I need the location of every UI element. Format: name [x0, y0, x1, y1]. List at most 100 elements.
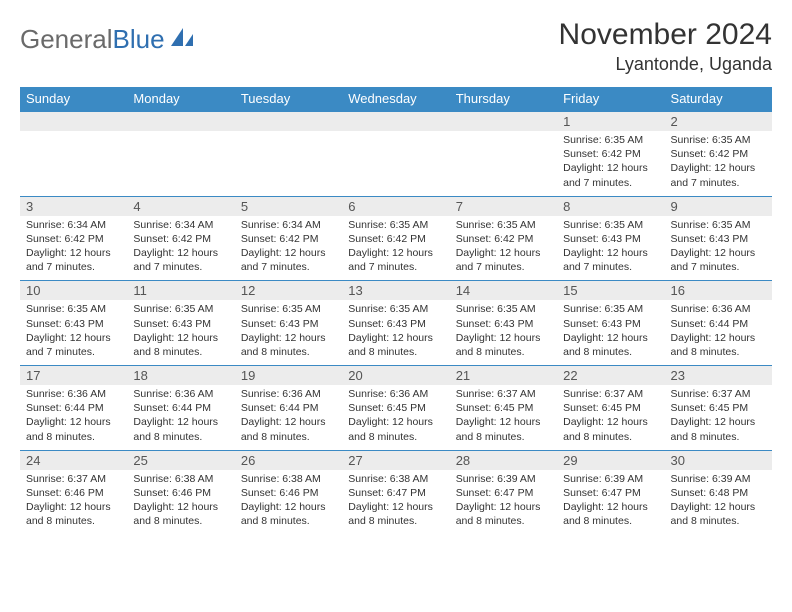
- day-number: 13: [342, 281, 449, 300]
- sunset-text: Sunset: 6:44 PM: [241, 401, 336, 415]
- day-info-empty: [235, 131, 342, 183]
- sunrise-text: Sunrise: 6:38 AM: [241, 472, 336, 486]
- day-cell: [342, 111, 449, 196]
- daylight-text: Daylight: 12 hours and 8 minutes.: [241, 415, 336, 443]
- sunset-text: Sunset: 6:44 PM: [26, 401, 121, 415]
- day-number: 10: [20, 281, 127, 300]
- daylight-text: Daylight: 12 hours and 7 minutes.: [671, 161, 766, 189]
- day-cell: 3Sunrise: 6:34 AMSunset: 6:42 PMDaylight…: [20, 196, 127, 281]
- week-row: 17Sunrise: 6:36 AMSunset: 6:44 PMDayligh…: [20, 366, 772, 451]
- daylight-text: Daylight: 12 hours and 8 minutes.: [348, 415, 443, 443]
- daylight-text: Daylight: 12 hours and 8 minutes.: [671, 331, 766, 359]
- day-cell: 12 Sunrise: 6:35 AMSunset: 6:43 PMDayligh…: [235, 281, 342, 366]
- sunrise-text: Sunrise: 6:36 AM: [348, 387, 443, 401]
- day-info: Sunrise: 6:37 AMSunset: 6:45 PMDaylight:…: [665, 385, 772, 450]
- col-tuesday: Tuesday: [235, 87, 342, 111]
- day-info: Sunrise: 6:35 AMSunset: 6:43 PMDaylight:…: [20, 300, 127, 365]
- day-number: 12: [235, 281, 342, 300]
- day-number: 23: [665, 366, 772, 385]
- day-info: Sunrise: 6:38 AMSunset: 6:47 PMDaylight:…: [342, 470, 449, 535]
- col-monday: Monday: [127, 87, 234, 111]
- day-cell: 1Sunrise: 6:35 AMSunset: 6:42 PMDaylight…: [557, 111, 664, 196]
- month-title: November 2024: [559, 18, 772, 52]
- day-cell: 7Sunrise: 6:35 AMSunset: 6:42 PMDaylight…: [450, 196, 557, 281]
- day-info: Sunrise: 6:35 AMSunset: 6:43 PMDaylight:…: [450, 300, 557, 365]
- daylight-text: Daylight: 12 hours and 8 minutes.: [563, 331, 658, 359]
- sunrise-text: Sunrise: 6:36 AM: [26, 387, 121, 401]
- week-row: 1Sunrise: 6:35 AMSunset: 6:42 PMDaylight…: [20, 111, 772, 196]
- sunset-text: Sunset: 6:43 PM: [133, 317, 228, 331]
- sunset-text: Sunset: 6:46 PM: [26, 486, 121, 500]
- day-info: Sunrise: 6:34 AMSunset: 6:42 PMDaylight:…: [235, 216, 342, 281]
- day-number: 20: [342, 366, 449, 385]
- day-info: Sunrise: 6:39 AMSunset: 6:47 PMDaylight:…: [450, 470, 557, 535]
- day-cell: 24Sunrise: 6:37 AMSunset: 6:46 PMDayligh…: [20, 450, 127, 534]
- day-info: Sunrise: 6:35 AMSunset: 6:42 PMDaylight:…: [665, 131, 772, 196]
- daylight-text: Daylight: 12 hours and 7 minutes.: [671, 246, 766, 274]
- sail-icon: [169, 24, 195, 55]
- week-row: 24Sunrise: 6:37 AMSunset: 6:46 PMDayligh…: [20, 450, 772, 534]
- day-number: 25: [127, 451, 234, 470]
- day-info: Sunrise: 6:36 AMSunset: 6:44 PMDaylight:…: [20, 385, 127, 450]
- sunset-text: Sunset: 6:43 PM: [241, 317, 336, 331]
- logo-text-blue: Blue: [113, 24, 165, 55]
- day-cell: 14Sunrise: 6:35 AMSunset: 6:43 PMDayligh…: [450, 281, 557, 366]
- day-number: 2: [665, 112, 772, 131]
- sunrise-text: Sunrise: 6:35 AM: [563, 133, 658, 147]
- col-sunday: Sunday: [20, 87, 127, 111]
- day-info: Sunrise: 6:35 AMSunset: 6:42 PMDaylight:…: [342, 216, 449, 281]
- day-number: 6: [342, 197, 449, 216]
- sunrise-text: Sunrise: 6:35 AM: [348, 218, 443, 232]
- daylight-text: Daylight: 12 hours and 7 minutes.: [456, 246, 551, 274]
- daylight-text: Daylight: 12 hours and 8 minutes.: [348, 500, 443, 528]
- sunset-text: Sunset: 6:46 PM: [241, 486, 336, 500]
- day-cell: [450, 111, 557, 196]
- day-cell: 20 Sunrise: 6:36 AMSunset: 6:45 PMDayligh…: [342, 366, 449, 451]
- sunrise-text: Sunrise: 6:34 AM: [133, 218, 228, 232]
- sunset-text: Sunset: 6:42 PM: [563, 147, 658, 161]
- day-cell: 30Sunrise: 6:39 AMSunset: 6:48 PMDayligh…: [665, 450, 772, 534]
- day-number: 5: [235, 197, 342, 216]
- day-number-empty: [450, 112, 557, 131]
- day-info: Sunrise: 6:39 AMSunset: 6:47 PMDaylight:…: [557, 470, 664, 535]
- sunset-text: Sunset: 6:43 PM: [563, 232, 658, 246]
- daylight-text: Daylight: 12 hours and 8 minutes.: [133, 415, 228, 443]
- day-number: 26: [235, 451, 342, 470]
- day-info-empty: [450, 131, 557, 183]
- day-number: 4: [127, 197, 234, 216]
- day-info: Sunrise: 6:35 AMSunset: 6:43 PMDaylight:…: [557, 216, 664, 281]
- day-cell: 17Sunrise: 6:36 AMSunset: 6:44 PMDayligh…: [20, 366, 127, 451]
- sunset-text: Sunset: 6:43 PM: [563, 317, 658, 331]
- day-cell: 6Sunrise: 6:35 AMSunset: 6:42 PMDaylight…: [342, 196, 449, 281]
- sunrise-text: Sunrise: 6:35 AM: [671, 133, 766, 147]
- title-block: November 2024 Lyantonde, Uganda: [559, 18, 772, 75]
- day-cell: 8Sunrise: 6:35 AMSunset: 6:43 PMDaylight…: [557, 196, 664, 281]
- day-info: Sunrise: 6:35 AMSunset: 6:42 PMDaylight:…: [450, 216, 557, 281]
- day-cell: 23Sunrise: 6:37 AMSunset: 6:45 PMDayligh…: [665, 366, 772, 451]
- sunset-text: Sunset: 6:45 PM: [348, 401, 443, 415]
- day-number: 3: [20, 197, 127, 216]
- sunrise-text: Sunrise: 6:36 AM: [133, 387, 228, 401]
- sunrise-text: Sunrise: 6:35 AM: [241, 302, 336, 316]
- sunrise-text: Sunrise: 6:39 AM: [671, 472, 766, 486]
- day-number: 21: [450, 366, 557, 385]
- daylight-text: Daylight: 12 hours and 8 minutes.: [26, 500, 121, 528]
- day-info: Sunrise: 6:35 AMSunset: 6:43 PMDaylight:…: [665, 216, 772, 281]
- daylight-text: Daylight: 12 hours and 8 minutes.: [671, 500, 766, 528]
- header: GeneralBlue November 2024 Lyantonde, Uga…: [20, 18, 772, 75]
- day-info: Sunrise: 6:38 AMSunset: 6:46 PMDaylight:…: [127, 470, 234, 535]
- day-number: 17: [20, 366, 127, 385]
- sunrise-text: Sunrise: 6:37 AM: [26, 472, 121, 486]
- sunset-text: Sunset: 6:43 PM: [456, 317, 551, 331]
- sunrise-text: Sunrise: 6:35 AM: [671, 218, 766, 232]
- day-info: Sunrise: 6:39 AMSunset: 6:48 PMDaylight:…: [665, 470, 772, 535]
- sunrise-text: Sunrise: 6:35 AM: [456, 302, 551, 316]
- day-cell: 9Sunrise: 6:35 AMSunset: 6:43 PMDaylight…: [665, 196, 772, 281]
- day-number-empty: [235, 112, 342, 131]
- day-info: Sunrise: 6:34 AMSunset: 6:42 PMDaylight:…: [127, 216, 234, 281]
- sunset-text: Sunset: 6:45 PM: [456, 401, 551, 415]
- day-number: 27: [342, 451, 449, 470]
- daylight-text: Daylight: 12 hours and 8 minutes.: [241, 331, 336, 359]
- daylight-text: Daylight: 12 hours and 8 minutes.: [348, 331, 443, 359]
- day-number: 28: [450, 451, 557, 470]
